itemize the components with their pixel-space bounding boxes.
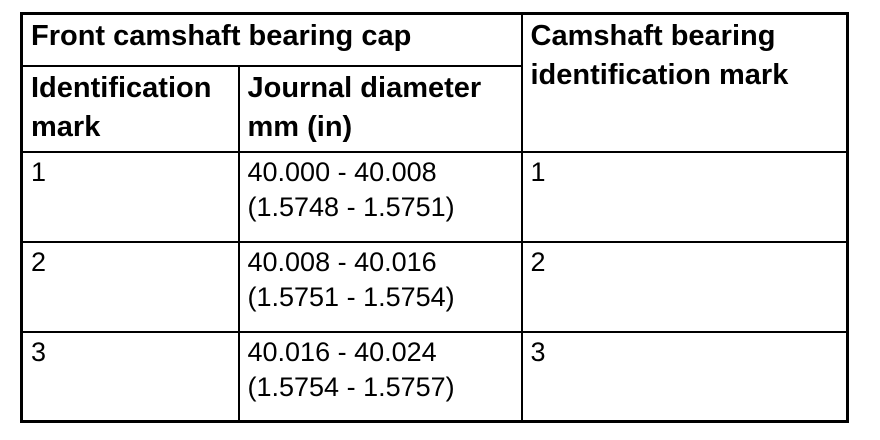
cell-identification-mark: 1 [20,150,240,243]
header-journal-diameter: Journal diameter mm (in) [237,64,523,153]
camshaft-bearing-spec-table: Front camshaft bearing cap Camshaft bear… [20,12,849,423]
cell-bearing-identification-mark: 3 [520,330,849,423]
table-row: 2 40.008 - 40.016 (1.5751 - 1.5754) 2 [20,240,849,333]
header-row-group: Front camshaft bearing cap Camshaft bear… [20,12,849,153]
table-body: 1 40.000 - 40.008 (1.5748 - 1.5751) 1 2 … [20,150,849,423]
cell-journal-diameter: 40.016 - 40.024 (1.5754 - 1.5757) [237,330,523,423]
cell-journal-diameter: 40.000 - 40.008 (1.5748 - 1.5751) [237,150,523,243]
table-row: 3 40.016 - 40.024 (1.5754 - 1.5757) 3 [20,330,849,423]
cell-identification-mark: 3 [20,330,240,423]
cell-identification-mark: 2 [20,240,240,333]
header-identification-mark: Identification mark [20,64,240,153]
header-camshaft-bearing-identification-mark: Camshaft bearing identification mark [520,12,849,153]
table-header: Front camshaft bearing cap Camshaft bear… [20,12,849,153]
cell-bearing-identification-mark: 1 [520,150,849,243]
table-row: 1 40.000 - 40.008 (1.5748 - 1.5751) 1 [20,150,849,243]
cell-bearing-identification-mark: 2 [520,240,849,333]
header-front-camshaft-bearing-cap: Front camshaft bearing cap [20,12,523,67]
header-row-sub: Identification mark Journal diameter mm … [20,64,848,153]
cell-journal-diameter: 40.008 - 40.016 (1.5751 - 1.5754) [237,240,523,333]
